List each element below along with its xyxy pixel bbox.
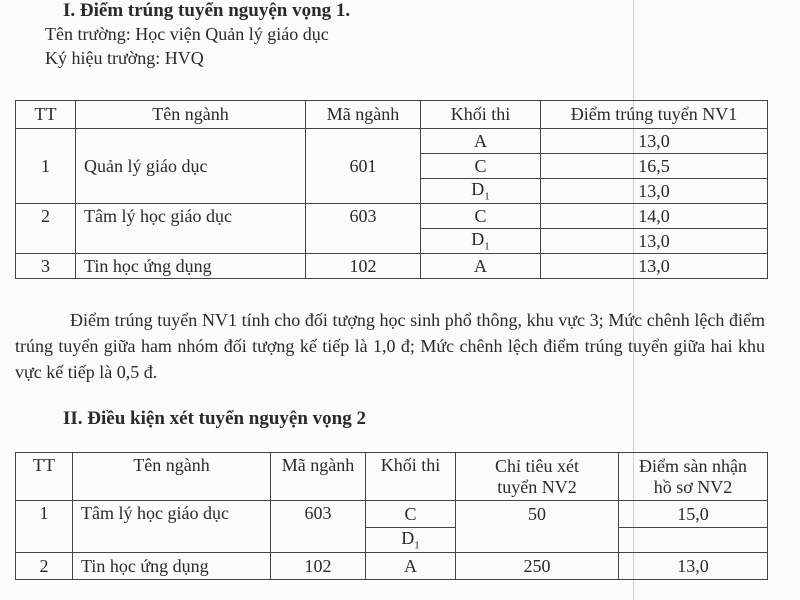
nv1-table: TT Tên ngành Mã ngành Khối thi Điểm trún… — [15, 100, 768, 279]
margin-line — [633, 0, 634, 600]
section1-title: I. Điểm trúng tuyển nguyện vọng 1. — [63, 0, 351, 21]
table-row: 3 Tin học ứng dụng 102 A 13,0 — [15, 253, 768, 279]
table-row: 1 Tâm lý học giáo dục 603 C 50 15,0 — [15, 500, 768, 553]
col-quota: Chỉ tiêu xét tuyển NV2 — [455, 452, 619, 501]
cell-tt: 2 — [15, 552, 73, 580]
cell-score: 13,0 — [540, 128, 768, 154]
col-name: Tên ngành — [75, 100, 306, 129]
cell-block: C — [365, 500, 456, 528]
cell-block: D1 — [420, 228, 541, 254]
cell-tt: 3 — [15, 253, 76, 279]
school-name: Tên trường: Học viện Quản lý giáo dục — [45, 24, 329, 44]
table-row: C 16,5 — [16, 153, 768, 179]
cell-block: A — [365, 552, 456, 580]
table-row: 2 Tâm lý học giáo dục 603 C 14,0 — [15, 203, 768, 254]
cell-code: 601 — [305, 128, 421, 204]
cell-name: Tâm lý học giáo dục — [75, 203, 306, 254]
cell-name: Tin học ứng dụng — [75, 253, 306, 279]
cell-block: C — [420, 153, 541, 179]
col-block: Khối thi — [365, 452, 456, 501]
cell-block: D1 — [420, 178, 541, 204]
cell-score: 13,0 — [540, 178, 768, 204]
col-name: Tên ngành — [72, 452, 271, 501]
cell-score: 14,0 — [540, 203, 768, 229]
cell-name: Quản lý giáo dục — [75, 128, 306, 204]
cell-floor — [618, 527, 768, 553]
col-block: Khối thi — [420, 100, 541, 129]
col-code: Mã ngành — [270, 452, 366, 501]
school-code: Ký hiệu trường: HVQ — [45, 48, 204, 68]
cell-block: D1 — [365, 527, 456, 553]
nv2-table: TT Tên ngành Mã ngành Khối thi Chỉ tiêu … — [15, 452, 768, 580]
cell-block: C — [420, 203, 541, 229]
cell-floor: 15,0 — [618, 500, 768, 528]
cell-code: 603 — [305, 203, 421, 254]
section2-title: II. Điều kiện xét tuyển nguyện vọng 2 — [63, 408, 366, 429]
cell-score: 13,0 — [540, 228, 768, 254]
table-row: 1 Quản lý giáo dục 601 A 13,0 — [15, 128, 768, 204]
cell-score: 13,0 — [540, 253, 768, 279]
table-row: D1 13,0 — [16, 228, 768, 254]
col-tt: TT — [15, 452, 73, 501]
col-score: Điểm trúng tuyển NV1 — [540, 100, 768, 129]
cell-block: A — [420, 253, 541, 279]
col-code: Mã ngành — [305, 100, 421, 129]
cell-name: Tâm lý học giáo dục — [72, 500, 271, 553]
cell-tt: 1 — [15, 128, 76, 204]
cell-quota: 250 — [455, 552, 619, 580]
col-floor: Điểm sàn nhận hồ sơ NV2 — [618, 452, 768, 501]
cell-floor: 13,0 — [618, 552, 768, 580]
nv1-note: Điểm trúng tuyển NV1 tính cho đối tượng … — [15, 310, 765, 382]
cell-score: 16,5 — [540, 153, 768, 179]
cell-quota — [455, 527, 619, 553]
cell-code: 603 — [270, 500, 366, 553]
col-tt: TT — [15, 100, 76, 129]
table-row: D1 13,0 — [16, 178, 768, 204]
cell-tt: 2 — [15, 203, 76, 254]
table-row: 2 Tin học ứng dụng 102 A 250 13,0 — [15, 552, 768, 580]
cell-block: A — [420, 128, 541, 154]
table-header: TT Tên ngành Mã ngành Khối thi Điểm trún… — [15, 100, 768, 129]
cell-code: 102 — [305, 253, 421, 279]
cell-quota: 50 — [455, 500, 619, 528]
cell-code: 102 — [270, 552, 366, 580]
table-header: TT Tên ngành Mã ngành Khối thi Chỉ tiêu … — [15, 452, 768, 501]
cell-name: Tin học ứng dụng — [72, 552, 271, 580]
cell-tt: 1 — [15, 500, 73, 553]
